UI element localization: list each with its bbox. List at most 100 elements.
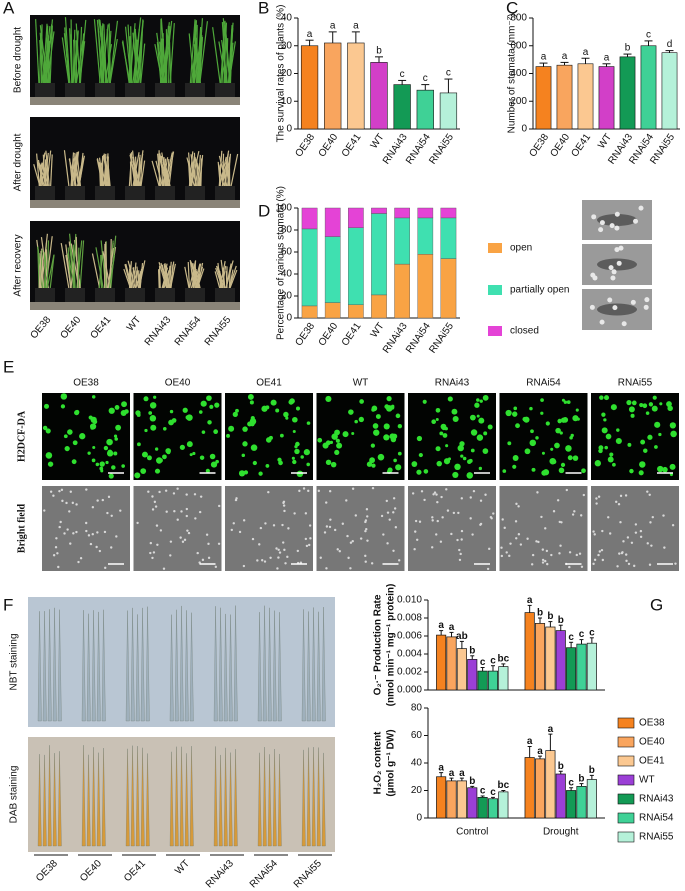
texture — [565, 488, 569, 492]
x-label: WT — [173, 858, 192, 877]
significance-letter: b — [558, 761, 564, 772]
texture — [107, 495, 111, 499]
fluorescence — [335, 438, 340, 443]
fluorescence — [575, 408, 579, 412]
significance-letter: b — [547, 611, 553, 622]
significance-letter: b — [589, 765, 595, 776]
leaf — [212, 27, 221, 86]
texture — [261, 559, 264, 562]
fluorescence — [207, 420, 212, 425]
leaf — [75, 40, 78, 86]
leaf — [267, 607, 272, 722]
fluorescence — [474, 402, 480, 408]
x-tick-label: WT — [596, 132, 614, 151]
fluorescence — [476, 434, 484, 441]
fluorescence — [476, 398, 480, 402]
texture — [573, 510, 576, 513]
leaf — [301, 749, 306, 847]
leaf — [95, 247, 105, 291]
pot — [35, 288, 55, 302]
fluorescence — [397, 424, 403, 429]
texture — [457, 511, 460, 515]
fluorescence — [662, 466, 668, 473]
texture — [263, 560, 267, 563]
texture — [77, 560, 80, 564]
fluorescence — [306, 421, 311, 425]
leaf — [134, 31, 141, 86]
fluorescence — [292, 416, 298, 423]
fluorescence — [154, 468, 161, 474]
panel-letter: C — [506, 0, 518, 17]
leaf — [306, 747, 311, 847]
x-tick-label: OE38 — [294, 321, 318, 349]
leaf — [93, 19, 101, 86]
texture — [110, 546, 113, 549]
texture — [364, 519, 368, 522]
fluorescence — [616, 428, 620, 432]
texture — [269, 556, 272, 559]
fluorescence — [423, 469, 429, 474]
y-tick-label: 80 — [281, 225, 293, 236]
texture — [232, 522, 235, 525]
bar-segment — [301, 305, 318, 319]
bar-segment — [394, 263, 410, 319]
leaf — [124, 264, 133, 291]
fluorescence — [436, 460, 442, 467]
texture — [366, 515, 369, 518]
leaf — [223, 153, 229, 189]
fluorescence — [667, 405, 673, 412]
leaf — [52, 753, 57, 847]
fluorescence — [115, 424, 122, 431]
texture — [639, 535, 643, 539]
texture — [385, 499, 389, 503]
leaf — [162, 266, 169, 291]
leaf — [145, 606, 150, 722]
leaf — [47, 745, 52, 847]
significance-letter: c — [400, 69, 405, 80]
bar — [586, 642, 597, 691]
row-label: After drought — [13, 133, 24, 191]
fluorescence — [639, 402, 644, 408]
leaf — [198, 160, 203, 189]
fluorescence — [113, 451, 118, 456]
leaf — [57, 751, 62, 847]
y-axis-label: O₂·⁻ Production Rate — [373, 594, 384, 695]
texture — [264, 522, 267, 525]
texture — [258, 543, 261, 546]
bar — [640, 45, 657, 130]
leaf — [228, 22, 234, 86]
papilla — [598, 227, 604, 233]
fluorescence — [47, 461, 54, 467]
leaf — [134, 156, 138, 189]
legend-swatch — [617, 755, 635, 767]
leaf — [43, 252, 47, 291]
texture — [663, 546, 666, 549]
fluorescence — [75, 409, 80, 415]
fluorescence — [626, 399, 632, 406]
texture — [592, 562, 595, 566]
fluorescence — [242, 426, 248, 432]
leaf — [262, 605, 267, 722]
fluorescence — [114, 437, 118, 441]
legend-swatch — [617, 774, 635, 786]
texture — [541, 548, 545, 551]
texture — [158, 490, 161, 494]
texture — [91, 506, 95, 509]
texture — [259, 526, 263, 530]
texture — [234, 498, 238, 502]
fluorescence — [431, 419, 437, 425]
fluorescence — [445, 444, 449, 448]
significance-letter: a — [449, 622, 455, 633]
fluorescence — [393, 458, 397, 463]
texture — [558, 552, 561, 555]
fluorescence — [373, 429, 380, 436]
fluorescence — [550, 447, 554, 451]
fluorescence — [390, 436, 397, 443]
fluorescence — [640, 439, 646, 445]
leaf — [190, 164, 195, 189]
fluorescence — [669, 463, 676, 470]
fluorescence — [383, 434, 390, 441]
texture — [103, 530, 107, 534]
fluorescence — [512, 464, 517, 469]
significance-letter: b — [469, 776, 475, 787]
